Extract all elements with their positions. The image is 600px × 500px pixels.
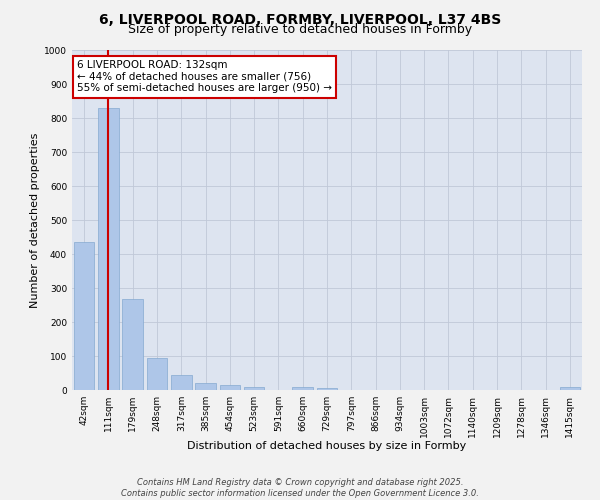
Bar — [146, 358, 167, 390]
Bar — [74, 242, 94, 390]
Text: Contains HM Land Registry data © Crown copyright and database right 2025.
Contai: Contains HM Land Registry data © Crown c… — [121, 478, 479, 498]
Bar — [244, 386, 265, 390]
Bar — [171, 374, 191, 390]
Bar — [122, 299, 143, 390]
Y-axis label: Number of detached properties: Number of detached properties — [30, 132, 40, 308]
Bar — [292, 386, 313, 390]
Bar — [317, 388, 337, 390]
Bar — [98, 108, 119, 390]
Text: 6 LIVERPOOL ROAD: 132sqm
← 44% of detached houses are smaller (756)
55% of semi-: 6 LIVERPOOL ROAD: 132sqm ← 44% of detach… — [77, 60, 332, 94]
Bar — [195, 383, 216, 390]
Text: 6, LIVERPOOL ROAD, FORMBY, LIVERPOOL, L37 4BS: 6, LIVERPOOL ROAD, FORMBY, LIVERPOOL, L3… — [99, 12, 501, 26]
X-axis label: Distribution of detached houses by size in Formby: Distribution of detached houses by size … — [187, 441, 467, 451]
Bar — [220, 385, 240, 390]
Bar — [560, 388, 580, 390]
Text: Size of property relative to detached houses in Formby: Size of property relative to detached ho… — [128, 22, 472, 36]
